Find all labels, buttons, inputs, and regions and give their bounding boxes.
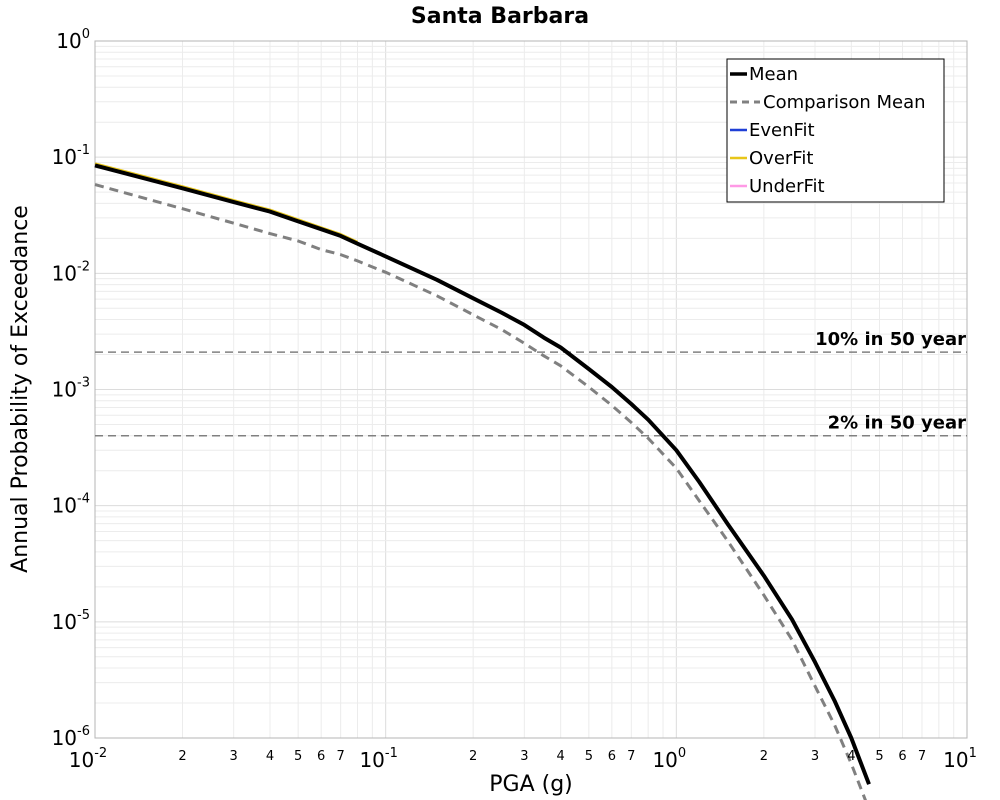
x-minor-tick-label: 4 xyxy=(557,749,565,764)
x-minor-tick-label: 6 xyxy=(608,749,616,764)
chart-title: Santa Barbara xyxy=(411,4,589,29)
x-tick-label: 100 xyxy=(652,746,686,772)
y-tick-label: 10-5 xyxy=(52,608,90,634)
reference-line-label: 10% in 50 year xyxy=(815,329,966,350)
series-line-mean xyxy=(94,163,871,785)
series-line-evenfit xyxy=(94,164,870,785)
legend-label-comparison-mean: Comparison Mean xyxy=(763,92,926,113)
y-tick-label: 10-3 xyxy=(52,376,90,402)
legend: Mean Comparison Mean EvenFit OverFit UnderFi… xyxy=(726,58,945,203)
x-minor-tick-label: 3 xyxy=(811,749,819,764)
x-axis-title: PGA (g) xyxy=(489,772,573,797)
x-tick-label: 10-2 xyxy=(69,746,107,772)
x-minor-tick-label: 2 xyxy=(469,749,477,764)
y-tick-label: 100 xyxy=(56,27,90,53)
y-axis-title: Annual Probability of Exceedance xyxy=(8,205,33,573)
x-minor-tick-label: 6 xyxy=(898,749,906,764)
y-tick-label: 10-1 xyxy=(52,143,90,169)
x-minor-tick-label: 5 xyxy=(585,749,593,764)
x-minor-tick-label: 7 xyxy=(918,749,926,764)
reference-line-label: 2% in 50 year xyxy=(828,413,966,434)
reference-lines: 10% in 50 year 2% in 50 year xyxy=(95,329,967,437)
x-minor-tick-label: 7 xyxy=(337,749,345,764)
x-minor-tick-label: 7 xyxy=(627,749,635,764)
y-axis-ticks: 100 10-1 10-2 10-3 10-4 10-5 10-6 xyxy=(52,27,90,750)
legend-box xyxy=(726,58,945,203)
series-lines xyxy=(94,162,871,800)
legend-label-overfit: OverFit xyxy=(749,148,813,169)
x-minor-tick-label: 5 xyxy=(294,749,302,764)
grid-lines xyxy=(95,41,967,738)
legend-label-evenfit: EvenFit xyxy=(749,120,815,141)
x-minor-tick-label: 2 xyxy=(760,749,768,764)
x-minor-tick-label: 3 xyxy=(520,749,528,764)
y-tick-label: 10-6 xyxy=(52,724,90,750)
legend-label-mean: Mean xyxy=(749,64,798,85)
series-line-underfit xyxy=(94,164,870,785)
x-minor-tick-label: 5 xyxy=(875,749,883,764)
x-tick-label: 101 xyxy=(943,746,977,772)
x-minor-tick-label: 2 xyxy=(178,749,186,764)
x-minor-tick-label: 4 xyxy=(847,749,855,764)
y-tick-label: 10-2 xyxy=(52,259,90,285)
series-line-comparison-mean xyxy=(94,183,867,800)
x-tick-label: 10-1 xyxy=(359,746,397,772)
x-minor-tick-label: 3 xyxy=(230,749,238,764)
y-tick-label: 10-4 xyxy=(52,492,90,518)
plot-frame xyxy=(94,40,968,739)
x-minor-tick-label: 4 xyxy=(266,749,274,764)
x-minor-tick-label: 6 xyxy=(317,749,325,764)
legend-label-underfit: UnderFit xyxy=(749,176,825,197)
